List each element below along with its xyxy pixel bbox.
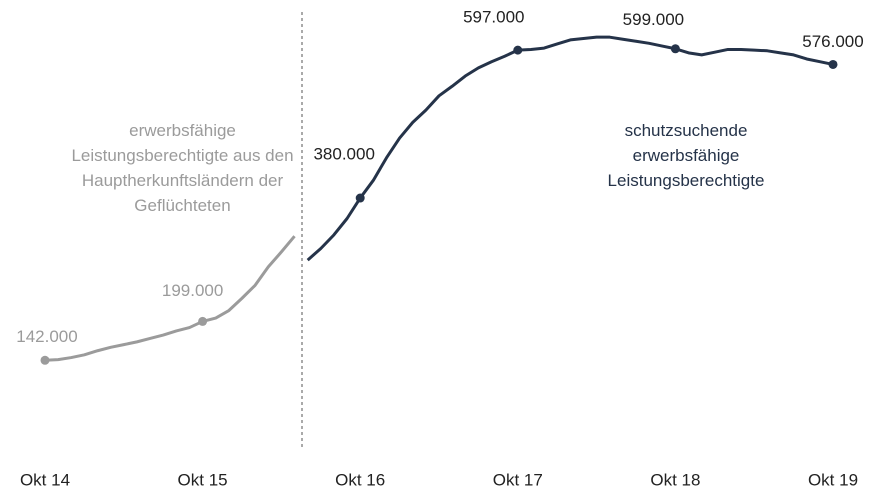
- x-tick-label: Okt 16: [335, 470, 385, 489]
- data-label: 599.000: [623, 10, 684, 29]
- x-tick-label: Okt 15: [178, 470, 228, 489]
- series-label: erwerbsfähige Leistungsberechtigte aus d…: [71, 121, 294, 215]
- point-marker: [198, 316, 208, 326]
- data-label: 142.000: [16, 327, 77, 346]
- x-tick-label: Okt 14: [20, 470, 70, 489]
- point-marker: [355, 193, 365, 203]
- point-marker: [828, 59, 838, 69]
- data-label: 380.000: [313, 145, 374, 164]
- series-label: schutzsuchende erwerbsfähige Leistungsbe…: [607, 121, 765, 190]
- series-line: [306, 35, 834, 262]
- data-label: 597.000: [463, 8, 524, 27]
- x-tick-label: Okt 19: [808, 470, 858, 489]
- point-marker: [513, 45, 523, 55]
- point-marker: [40, 355, 50, 365]
- x-tick-label: Okt 17: [493, 470, 543, 489]
- series-line: [44, 235, 296, 362]
- point-marker: [670, 44, 680, 54]
- data-label: 199.000: [162, 281, 223, 300]
- x-tick-label: Okt 18: [650, 470, 700, 489]
- data-label: 576.000: [802, 32, 863, 51]
